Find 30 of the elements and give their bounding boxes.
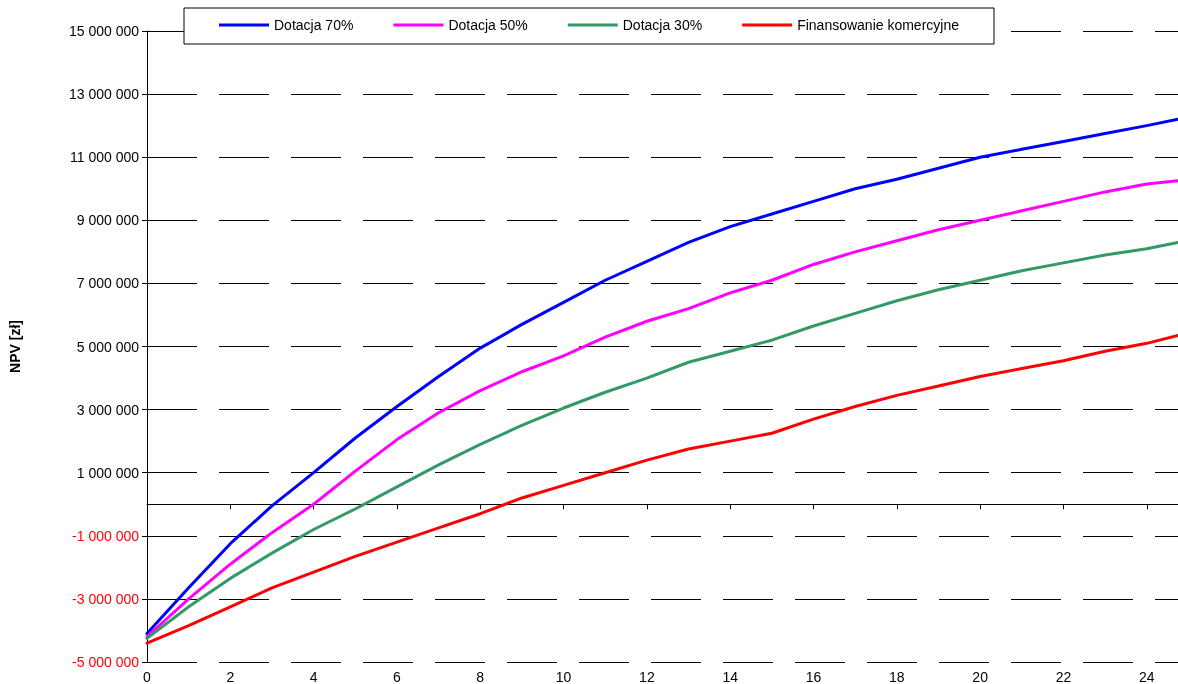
legend-label: Dotacja 70% [274, 17, 354, 33]
x-tick-label: 10 [555, 669, 572, 684]
x-tick-label: 0 [143, 669, 152, 684]
x-tick-label: 14 [722, 669, 739, 684]
y-tick-label: 3 000 000 [76, 401, 140, 418]
x-tick-label: 4 [309, 669, 318, 684]
x-tick-label: 18 [889, 669, 905, 684]
y-tick-label: 9 000 000 [76, 212, 140, 229]
x-tick-label: 20 [972, 669, 989, 684]
x-tick-label: 16 [805, 669, 822, 684]
line-series [145, 333, 1178, 645]
legend-label: Finansowanie komercyjne [797, 17, 960, 33]
y-tick-label: -3 000 000 [72, 590, 140, 607]
y-tick-label: 1 000 000 [76, 464, 140, 481]
y-tick-label: -1 000 000 [72, 527, 140, 544]
legend-label: Dotacja 30% [622, 17, 703, 33]
legend-label: Dotacja 50% [448, 17, 528, 33]
y-tick-label: 5 000 000 [76, 338, 140, 355]
x-tick-label: 8 [476, 669, 485, 684]
y-tick-label: 15 000 000 [68, 23, 140, 39]
x-tick-label: 12 [639, 669, 655, 684]
y-tick-label: 11 000 000 [69, 149, 140, 166]
y-tick-label: 13 000 000 [68, 86, 140, 103]
y-tick-label: -5 000 000 [72, 654, 140, 670]
x-tick-label: 2 [226, 669, 235, 684]
x-tick-label: 24 [1138, 669, 1155, 684]
y-tick-label: 7 000 000 [76, 275, 140, 292]
y-axis-title: NPV [zł] [7, 320, 23, 373]
x-tick-label: 6 [393, 669, 402, 684]
x-tick-label: 22 [1055, 669, 1072, 684]
